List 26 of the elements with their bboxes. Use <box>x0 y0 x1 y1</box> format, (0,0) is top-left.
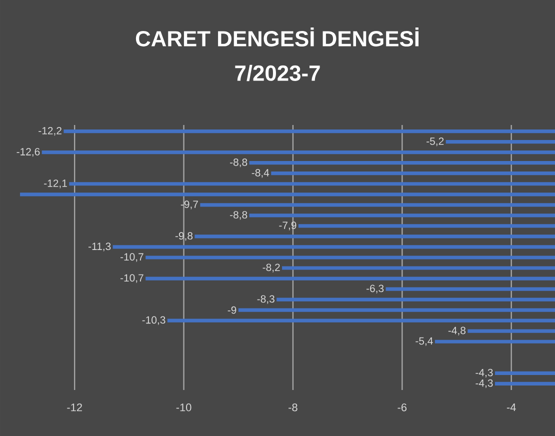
data-label: -5,2 <box>426 138 444 146</box>
data-label: -8,2 <box>262 264 280 272</box>
data-label: -10,3 <box>142 316 166 325</box>
data-label: -10,7 <box>120 253 144 262</box>
data-label: -12,1 <box>44 180 67 188</box>
x-tick-label: -12 <box>67 404 82 412</box>
data-label: -12,2 <box>38 126 62 136</box>
data-label: -4,3 <box>476 368 493 378</box>
x-tick-label: -10 <box>176 404 192 412</box>
data-label: -6,3 <box>366 284 384 294</box>
data-label: -8,4 <box>252 169 270 178</box>
chart-subtitle: 7/2023-7 <box>235 64 320 82</box>
data-label: -8,3 <box>257 295 274 304</box>
data-label: -10,7 <box>120 274 144 283</box>
data-label: -9 <box>228 306 236 314</box>
data-label: -8,8 <box>230 158 248 168</box>
data-label: -4,8 <box>448 326 466 336</box>
chart-title: CARET DENGESİ DENGESİ <box>136 27 418 46</box>
x-tick-label: -4 <box>506 404 516 412</box>
data-label: -5,4 <box>416 337 433 346</box>
x-tick-label: -8 <box>288 404 298 412</box>
data-label: -12,6 <box>16 148 40 157</box>
data-label: -11,3 <box>88 242 111 252</box>
data-label: -4,3 <box>476 379 493 388</box>
x-tick-label: -6 <box>398 404 407 412</box>
data-label: -8,8 <box>230 211 248 220</box>
